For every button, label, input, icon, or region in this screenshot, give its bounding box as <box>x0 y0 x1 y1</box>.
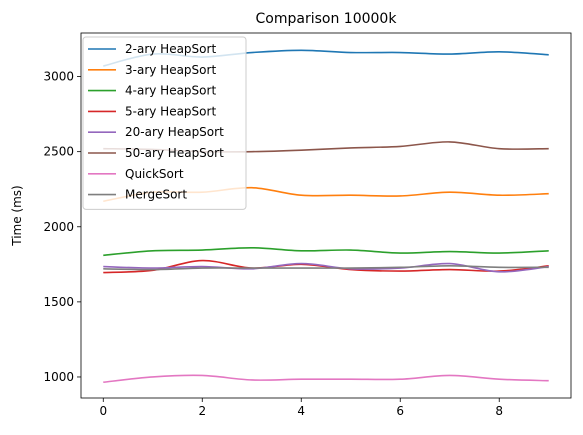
series-line-20-ary-heapsort <box>103 262 549 273</box>
x-tick-label: 2 <box>198 404 206 418</box>
series-line-mergesort <box>103 265 549 271</box>
x-axis-ticks: 0 2 4 6 8 <box>99 398 503 418</box>
y-axis-label: Time (ms) <box>10 185 24 247</box>
y-tick-label: 3000 <box>43 70 74 84</box>
x-tick-label: 4 <box>297 404 305 418</box>
legend-label-2-ary-heapsort: 2-ary HeapSort <box>125 42 216 56</box>
x-tick-label: 8 <box>495 404 503 418</box>
legend: 2-ary HeapSort 3-ary HeapSort 4-ary HeapSo… <box>82 36 247 210</box>
y-tick-label: 2500 <box>43 145 74 159</box>
y-tick-label: 2000 <box>43 220 74 234</box>
legend-label-mergesort: MergeSort <box>125 188 187 202</box>
legend-label-quicksort: QuickSort <box>125 167 184 181</box>
plot-frame <box>80 32 572 399</box>
legend-box <box>82 36 247 210</box>
y-tick-label: 1500 <box>43 295 74 309</box>
legend-label-20-ary-heapsort: 20-ary HeapSort <box>125 125 224 139</box>
y-tick-label: 1000 <box>43 370 74 384</box>
x-tick-label: 0 <box>99 404 107 418</box>
chart-title: Comparison 10000k <box>256 11 398 27</box>
series-line-4-ary-heapsort <box>103 246 549 257</box>
legend-label-4-ary-heapsort: 4-ary HeapSort <box>125 84 216 98</box>
series-line-quicksort <box>103 374 549 384</box>
legend-label-50-ary-heapsort: 50-ary HeapSort <box>125 146 224 160</box>
x-tick-label: 6 <box>396 404 404 418</box>
legend-label-3-ary-heapsort: 3-ary HeapSort <box>125 63 216 77</box>
legend-label-5-ary-heapsort: 5-ary HeapSort <box>125 104 216 118</box>
y-axis-ticks: 1000 1500 2000 2500 3000 <box>43 70 81 384</box>
